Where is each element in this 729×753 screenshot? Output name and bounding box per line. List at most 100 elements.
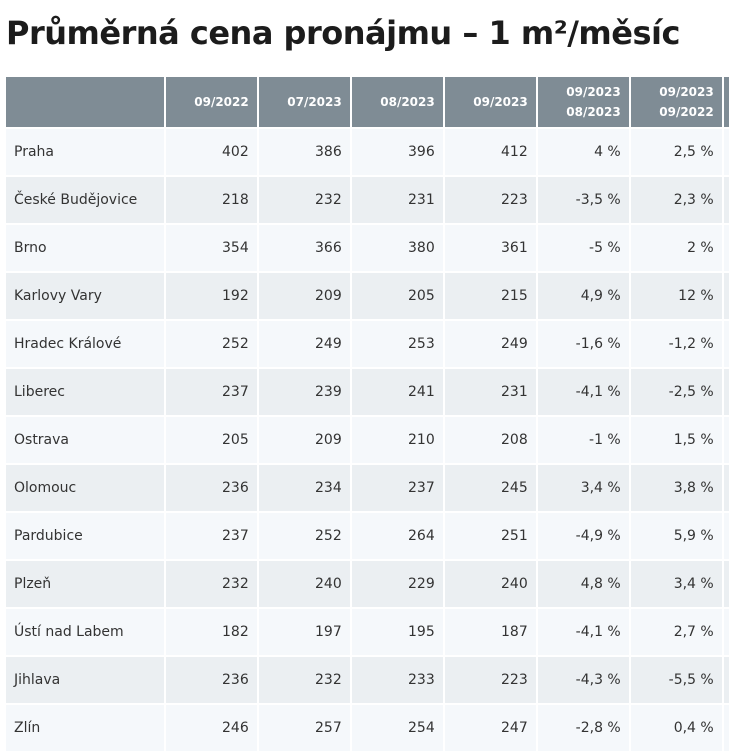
cell-09-2023: 223	[444, 177, 536, 225]
cell-overflow	[723, 177, 729, 225]
cell-change-year: 3,8 %	[630, 465, 722, 513]
cell-city: Ústí nad Labem	[6, 609, 164, 657]
cell-change-year: 2,3 %	[630, 177, 722, 225]
cell-overflow	[723, 609, 729, 657]
cell-change-year: 2,7 %	[630, 609, 722, 657]
cell-07-2023: 232	[258, 177, 350, 225]
cell-09-2022: 232	[165, 561, 257, 609]
cell-change-year: -1,2 %	[630, 321, 722, 369]
table-row: Praha 402 386 396 412 4 % 2,5 %	[6, 129, 729, 177]
header-col-1: 09/2022	[165, 77, 257, 129]
cell-09-2023: 240	[444, 561, 536, 609]
cell-change-month: -4,1 %	[537, 369, 629, 417]
cell-07-2023: 257	[258, 705, 350, 753]
cell-07-2023: 252	[258, 513, 350, 561]
cell-09-2023: 251	[444, 513, 536, 561]
table-row: Zlín 246 257 254 247 -2,8 % 0,4 %	[6, 705, 729, 753]
header-row: 09/2022 07/2023 08/2023 09/2023 09/2023 08/20…	[6, 77, 729, 129]
cell-city: Olomouc	[6, 465, 164, 513]
header-col-4: 09/2023	[444, 77, 536, 129]
table-header: 09/2022 07/2023 08/2023 09/2023 09/2023 08/20…	[6, 77, 729, 129]
cell-07-2023: 386	[258, 129, 350, 177]
cell-09-2022: 205	[165, 417, 257, 465]
cell-08-2023: 233	[351, 657, 443, 705]
cell-city: Karlovy Vary	[6, 273, 164, 321]
cell-city: Plzeň	[6, 561, 164, 609]
cell-city: Zlín	[6, 705, 164, 753]
cell-change-month: 4,8 %	[537, 561, 629, 609]
table-row: Jihlava 236 232 233 223 -4,3 % -5,5 %	[6, 657, 729, 705]
table-row: Ostrava 205 209 210 208 -1 % 1,5 %	[6, 417, 729, 465]
header-label-line2: 09/2022	[659, 105, 714, 119]
cell-08-2023: 237	[351, 465, 443, 513]
cell-overflow	[723, 657, 729, 705]
cell-09-2022: 182	[165, 609, 257, 657]
cell-city: Pardubice	[6, 513, 164, 561]
cell-change-year: 2 %	[630, 225, 722, 273]
header-overflow-col	[723, 77, 729, 129]
table-row: Ústí nad Labem 182 197 195 187 -4,1 % 2,7 %	[6, 609, 729, 657]
cell-07-2023: 240	[258, 561, 350, 609]
header-label-line1: 07/2023	[287, 95, 342, 109]
header-col-2: 07/2023	[258, 77, 350, 129]
cell-city: Brno	[6, 225, 164, 273]
cell-change-month: -2,8 %	[537, 705, 629, 753]
cell-city: Jihlava	[6, 657, 164, 705]
cell-09-2022: 192	[165, 273, 257, 321]
cell-09-2022: 354	[165, 225, 257, 273]
cell-change-month: -1 %	[537, 417, 629, 465]
cell-overflow	[723, 705, 729, 753]
cell-change-year: 3,4 %	[630, 561, 722, 609]
cell-change-month: 4,9 %	[537, 273, 629, 321]
cell-change-year: 12 %	[630, 273, 722, 321]
table-row: Hradec Králové 252 249 253 249 -1,6 % -1,2 %	[6, 321, 729, 369]
cell-overflow	[723, 321, 729, 369]
cell-09-2022: 252	[165, 321, 257, 369]
cell-change-month: -4,9 %	[537, 513, 629, 561]
cell-change-month: -5 %	[537, 225, 629, 273]
header-label-line1: 08/2023	[380, 95, 435, 109]
cell-07-2023: 209	[258, 417, 350, 465]
header-col-5: 09/2023 08/2023	[537, 77, 629, 129]
cell-change-month: 4 %	[537, 129, 629, 177]
cell-overflow	[723, 417, 729, 465]
header-label-line1: 09/2022	[194, 95, 249, 109]
cell-09-2022: 237	[165, 513, 257, 561]
cell-overflow	[723, 369, 729, 417]
cell-change-year: 2,5 %	[630, 129, 722, 177]
header-label-line2: 08/2023	[566, 105, 621, 119]
cell-08-2023: 229	[351, 561, 443, 609]
cell-change-month: -4,1 %	[537, 609, 629, 657]
cell-07-2023: 239	[258, 369, 350, 417]
cell-change-year: -5,5 %	[630, 657, 722, 705]
rent-price-table-container: 09/2022 07/2023 08/2023 09/2023 09/2023 08/20…	[6, 77, 729, 753]
cell-08-2023: 264	[351, 513, 443, 561]
cell-change-year: 5,9 %	[630, 513, 722, 561]
header-label-line1: 09/2023	[473, 95, 528, 109]
cell-09-2023: 231	[444, 369, 536, 417]
cell-09-2022: 237	[165, 369, 257, 417]
cell-08-2023: 380	[351, 225, 443, 273]
cell-change-year: 1,5 %	[630, 417, 722, 465]
cell-overflow	[723, 513, 729, 561]
header-col-3: 08/2023	[351, 77, 443, 129]
cell-07-2023: 209	[258, 273, 350, 321]
header-col-6: 09/2023 09/2022	[630, 77, 722, 129]
cell-09-2023: 215	[444, 273, 536, 321]
cell-08-2023: 396	[351, 129, 443, 177]
table-row: Liberec 237 239 241 231 -4,1 % -2,5 %	[6, 369, 729, 417]
header-city	[6, 77, 164, 129]
cell-07-2023: 366	[258, 225, 350, 273]
cell-08-2023: 231	[351, 177, 443, 225]
cell-08-2023: 195	[351, 609, 443, 657]
cell-09-2023: 412	[444, 129, 536, 177]
cell-overflow	[723, 561, 729, 609]
cell-08-2023: 253	[351, 321, 443, 369]
table-body: Praha 402 386 396 412 4 % 2,5 % České Budějovic…	[6, 129, 729, 753]
cell-09-2022: 236	[165, 657, 257, 705]
table-row: České Budějovice 218 232 231 223 -3,5 % 2,3 %	[6, 177, 729, 225]
cell-city: České Budějovice	[6, 177, 164, 225]
page-title: Průměrná cena pronájmu – 1 m²/měsíc	[6, 14, 680, 52]
cell-change-year: 0,4 %	[630, 705, 722, 753]
table-row: Karlovy Vary 192 209 205 215 4,9 % 12 %	[6, 273, 729, 321]
